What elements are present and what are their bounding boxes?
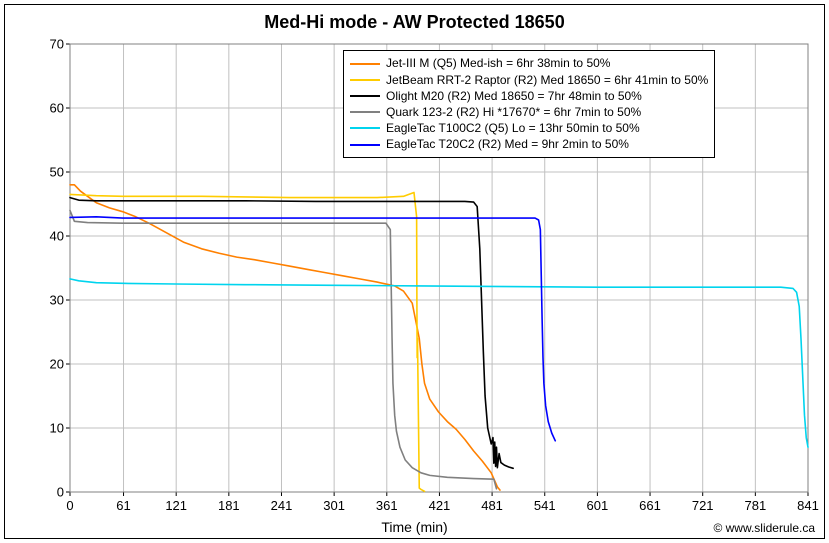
y-tick-label: 20 bbox=[50, 357, 64, 372]
x-tick-label: 121 bbox=[165, 498, 187, 513]
legend-item: Olight M20 (R2) Med 18650 = 7hr 48min to… bbox=[350, 88, 708, 104]
legend-swatch bbox=[350, 79, 380, 81]
legend-label: Jet-III M (Q5) Med-ish = 6hr 38min to 50… bbox=[386, 55, 610, 71]
legend-label: EagleTac T100C2 (Q5) Lo = 13hr 50min to … bbox=[386, 120, 640, 136]
chart-container: Med-Hi mode - AW Protected 18650 Relativ… bbox=[0, 0, 829, 543]
legend-swatch bbox=[350, 95, 380, 97]
x-tick-label: 541 bbox=[534, 498, 556, 513]
legend-label: Quark 123-2 (R2) Hi *17670* = 6hr 7min t… bbox=[386, 104, 641, 120]
legend-item: EagleTac T100C2 (Q5) Lo = 13hr 50min to … bbox=[350, 120, 708, 136]
y-tick-label: 60 bbox=[50, 101, 64, 116]
x-tick-label: 721 bbox=[692, 498, 714, 513]
y-tick-label: 10 bbox=[50, 421, 64, 436]
legend-item: Quark 123-2 (R2) Hi *17670* = 6hr 7min t… bbox=[350, 104, 708, 120]
x-tick-label: 361 bbox=[376, 498, 398, 513]
x-tick-label: 301 bbox=[323, 498, 345, 513]
x-tick-label: 0 bbox=[66, 498, 73, 513]
legend-swatch bbox=[350, 127, 380, 129]
x-tick-label: 61 bbox=[116, 498, 130, 513]
y-tick-label: 30 bbox=[50, 293, 64, 308]
legend: Jet-III M (Q5) Med-ish = 6hr 38min to 50… bbox=[343, 50, 715, 157]
x-tick-label: 661 bbox=[639, 498, 661, 513]
x-axis-label: Time (min) bbox=[0, 519, 829, 535]
x-tick-label: 481 bbox=[481, 498, 503, 513]
y-tick-label: 0 bbox=[57, 485, 64, 500]
credit-text: © www.sliderule.ca bbox=[713, 521, 815, 535]
legend-swatch bbox=[350, 63, 380, 65]
x-tick-label: 841 bbox=[797, 498, 819, 513]
x-tick-label: 601 bbox=[587, 498, 609, 513]
y-tick-label: 40 bbox=[50, 229, 64, 244]
y-tick-label: 70 bbox=[50, 37, 64, 52]
legend-item: Jet-III M (Q5) Med-ish = 6hr 38min to 50… bbox=[350, 55, 708, 71]
x-tick-label: 781 bbox=[744, 498, 766, 513]
x-tick-label: 181 bbox=[218, 498, 240, 513]
y-tick-label: 50 bbox=[50, 165, 64, 180]
legend-label: Olight M20 (R2) Med 18650 = 7hr 48min to… bbox=[386, 88, 642, 104]
legend-item: EagleTac T20C2 (R2) Med = 9hr 2min to 50… bbox=[350, 136, 708, 152]
x-tick-label: 421 bbox=[429, 498, 451, 513]
legend-label: JetBeam RRT-2 Raptor (R2) Med 18650 = 6h… bbox=[386, 72, 708, 88]
chart-title: Med-Hi mode - AW Protected 18650 bbox=[0, 12, 829, 33]
x-tick-label: 241 bbox=[271, 498, 293, 513]
legend-label: EagleTac T20C2 (R2) Med = 9hr 2min to 50… bbox=[386, 136, 629, 152]
legend-swatch bbox=[350, 144, 380, 146]
legend-swatch bbox=[350, 111, 380, 113]
plot-area: Jet-III M (Q5) Med-ish = 6hr 38min to 50… bbox=[70, 44, 808, 492]
legend-item: JetBeam RRT-2 Raptor (R2) Med 18650 = 6h… bbox=[350, 72, 708, 88]
